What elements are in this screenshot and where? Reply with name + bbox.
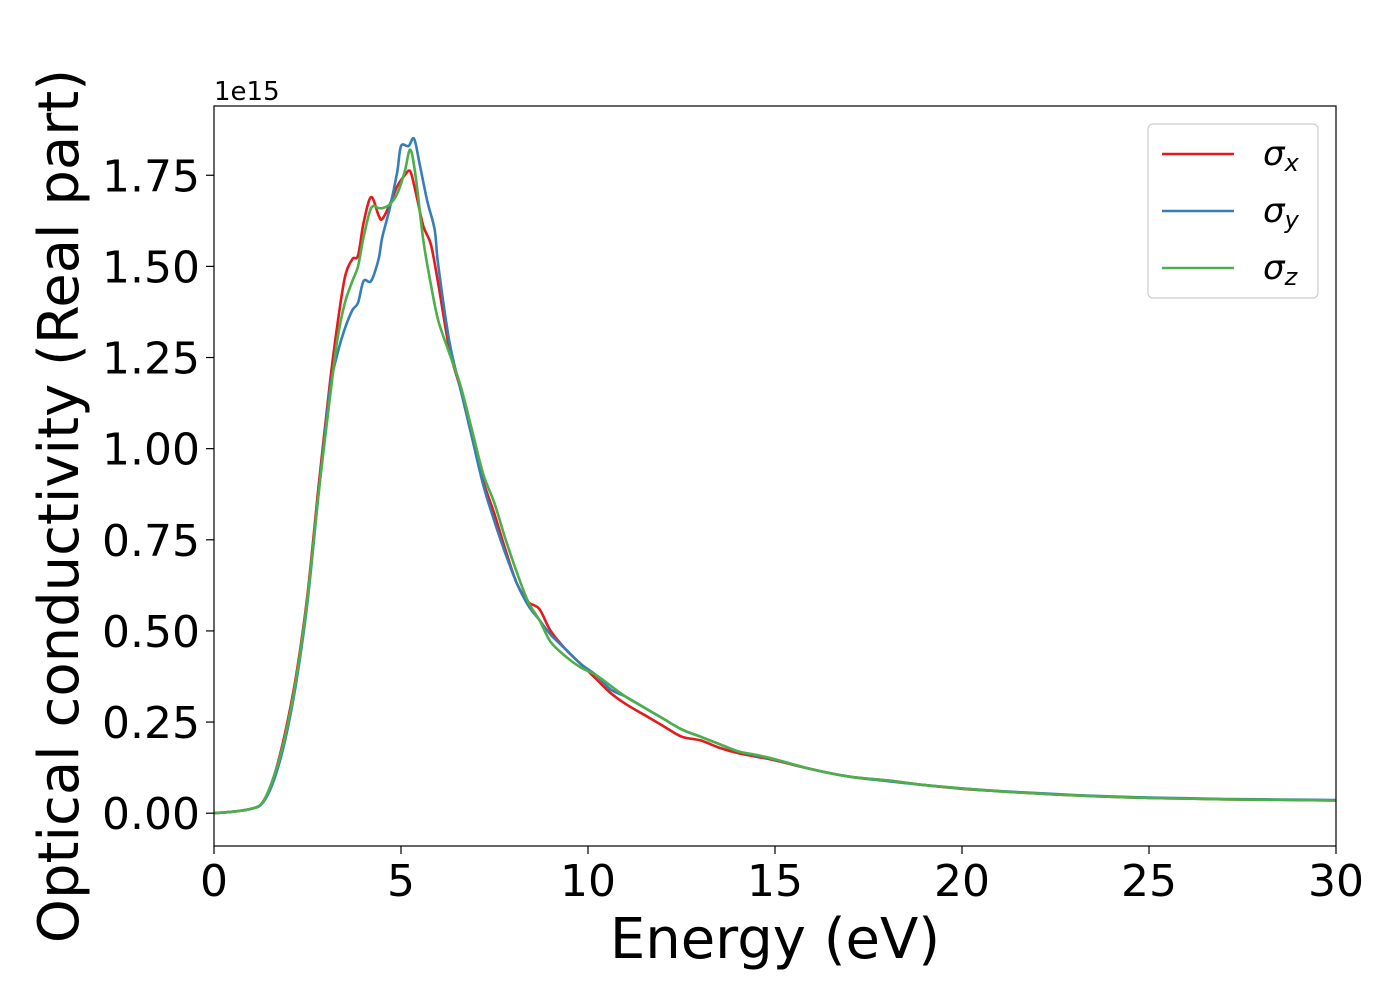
- legend: σx σy σz: [1147, 123, 1319, 299]
- series-layer: [214, 136, 1336, 815]
- legend-label: σy: [1263, 191, 1300, 234]
- x-tick-label: 15: [747, 856, 803, 907]
- y-tick-label: 1.75: [102, 151, 200, 202]
- series-line-3: [214, 148, 1336, 815]
- y-offset-label: 1e15: [214, 77, 280, 107]
- x-tick-label: 30: [1308, 856, 1364, 907]
- x-axis: 0 5 10 15 20 25 30: [200, 846, 1364, 907]
- y-tick-label: 0.75: [102, 516, 200, 567]
- y-tick-label: 1.25: [102, 334, 200, 385]
- y-axis-label: Optical conductivity (Real part): [27, 69, 92, 943]
- y-tick-label: 1.50: [102, 242, 200, 293]
- x-tick-label: 10: [560, 856, 616, 907]
- y-tick-label: 1.00: [102, 425, 200, 476]
- legend-label: σz: [1263, 248, 1299, 291]
- x-tick-label: 20: [934, 856, 990, 907]
- y-tick-label: 0.50: [102, 607, 200, 658]
- y-tick-label: 0.25: [102, 698, 200, 749]
- x-tick-label: 5: [387, 856, 415, 907]
- y-axis: 0.00 0.25 0.50 0.75 1.00 1.25 1.50 1.75: [102, 151, 214, 840]
- y-tick-label: 0.00: [102, 789, 200, 840]
- x-tick-label: 25: [1121, 856, 1177, 907]
- x-axis-label: Energy (eV): [610, 907, 940, 972]
- legend-label: σx: [1263, 134, 1300, 177]
- x-tick-label: 0: [200, 856, 228, 907]
